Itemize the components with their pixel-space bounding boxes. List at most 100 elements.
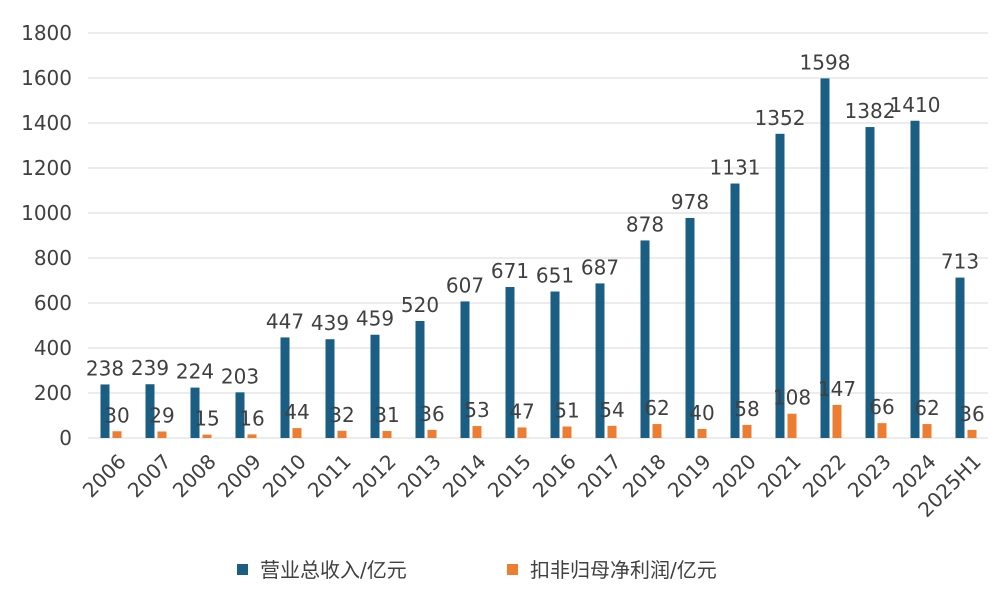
bar-revenue	[775, 133, 785, 439]
legend-swatch-revenue	[237, 564, 248, 575]
bar-revenue	[145, 384, 155, 438]
bar-net-profit	[292, 428, 302, 438]
bar-net-profit	[157, 431, 167, 438]
legend: 营业总收入/亿元 扣非归母净利润/亿元	[237, 558, 717, 582]
data-label-revenue: 520	[401, 293, 439, 317]
bar-net-profit	[382, 431, 392, 438]
bar-revenue	[550, 291, 560, 438]
bar-revenue	[730, 183, 740, 438]
data-label-net-profit: 29	[149, 403, 174, 427]
data-label-revenue: 878	[626, 212, 664, 236]
bar-revenue	[595, 283, 605, 438]
bar-net-profit	[427, 429, 437, 438]
data-label-revenue: 239	[131, 356, 169, 380]
data-label-revenue: 607	[446, 273, 484, 297]
bar-net-profit	[787, 413, 797, 438]
bar-revenue	[325, 339, 335, 438]
legend-swatch-net-profit	[507, 564, 518, 575]
y-tick-label: 1400	[21, 111, 72, 135]
y-tick-label: 800	[34, 246, 72, 270]
bar-revenue	[685, 217, 695, 438]
bar-revenue	[955, 277, 965, 438]
bar-net-profit	[967, 429, 977, 438]
bar-net-profit	[337, 430, 347, 438]
data-label-net-profit: 36	[419, 402, 444, 426]
y-tick-label: 400	[34, 336, 72, 360]
data-label-net-profit: 36	[959, 402, 984, 426]
bar-revenue	[640, 240, 650, 438]
data-label-net-profit: 58	[734, 397, 759, 421]
data-label-net-profit: 66	[869, 395, 894, 419]
bar-revenue	[235, 392, 245, 438]
bar-revenue	[820, 78, 830, 438]
bar-net-profit	[607, 425, 617, 438]
data-label-revenue: 713	[941, 250, 979, 274]
data-label-net-profit: 62	[914, 396, 939, 420]
y-tick-label: 600	[34, 291, 72, 315]
data-label-net-profit: 40	[689, 401, 714, 425]
data-label-net-profit: 15	[194, 407, 219, 431]
bar-net-profit	[247, 434, 257, 438]
data-label-net-profit: 108	[773, 386, 811, 410]
data-label-revenue: 224	[176, 360, 214, 384]
bar-net-profit	[652, 424, 662, 438]
data-label-revenue: 1410	[890, 93, 941, 117]
bars	[100, 78, 977, 439]
bar-net-profit	[697, 429, 707, 438]
data-label-revenue: 238	[86, 356, 124, 380]
data-label-net-profit: 31	[374, 403, 399, 427]
legend-label-revenue: 营业总收入/亿元	[260, 558, 407, 582]
bar-revenue	[280, 337, 290, 438]
data-label-revenue: 1352	[755, 106, 806, 130]
bar-net-profit	[517, 427, 527, 438]
y-axis: 0 200 400 600 800 1000 1200 1400 1600 1800	[21, 21, 72, 450]
bar-revenue	[460, 301, 470, 438]
bar-revenue	[190, 387, 200, 438]
bar-revenue	[415, 321, 425, 438]
data-label-revenue: 459	[356, 307, 394, 331]
data-label-net-profit: 16	[239, 406, 264, 430]
bar-net-profit	[112, 431, 122, 438]
data-label-revenue: 978	[671, 190, 709, 214]
bar-revenue	[100, 384, 110, 438]
data-label-revenue: 1598	[800, 50, 851, 74]
data-label-net-profit: 30	[104, 403, 129, 427]
bar-revenue	[505, 287, 515, 438]
y-tick-label: 1200	[21, 156, 72, 180]
bar-revenue	[910, 120, 920, 438]
y-tick-label: 1000	[21, 201, 72, 225]
y-tick-label: 0	[59, 426, 72, 450]
data-label-revenue: 203	[221, 364, 259, 388]
data-label-revenue: 651	[536, 264, 574, 288]
bar-net-profit	[472, 426, 482, 438]
bar-net-profit	[877, 423, 887, 438]
y-tick-label: 1800	[21, 21, 72, 45]
data-label-revenue: 671	[491, 259, 529, 283]
data-label-net-profit: 51	[554, 399, 579, 423]
data-label-net-profit: 53	[464, 398, 489, 422]
y-tick-label: 200	[34, 381, 72, 405]
bar-revenue	[370, 334, 380, 438]
bar-net-profit	[202, 434, 212, 438]
data-label-revenue: 1382	[845, 99, 896, 123]
data-label-net-profit: 147	[818, 377, 856, 401]
data-label-net-profit: 54	[599, 398, 624, 422]
bar-revenue	[865, 127, 875, 439]
bar-net-profit	[922, 424, 932, 438]
data-label-revenue: 439	[311, 311, 349, 335]
legend-label-net-profit: 扣非归母净利润/亿元	[530, 558, 717, 582]
data-label-net-profit: 32	[329, 403, 354, 427]
data-label-revenue: 687	[581, 255, 619, 279]
data-label-net-profit: 62	[644, 396, 669, 420]
bar-net-profit	[742, 424, 752, 438]
y-tick-label: 1600	[21, 66, 72, 90]
data-label-net-profit: 44	[284, 400, 309, 424]
bar-net-profit	[562, 426, 572, 438]
bar-net-profit	[832, 404, 842, 438]
data-label-net-profit: 47	[509, 399, 534, 423]
data-label-revenue: 447	[266, 309, 304, 333]
